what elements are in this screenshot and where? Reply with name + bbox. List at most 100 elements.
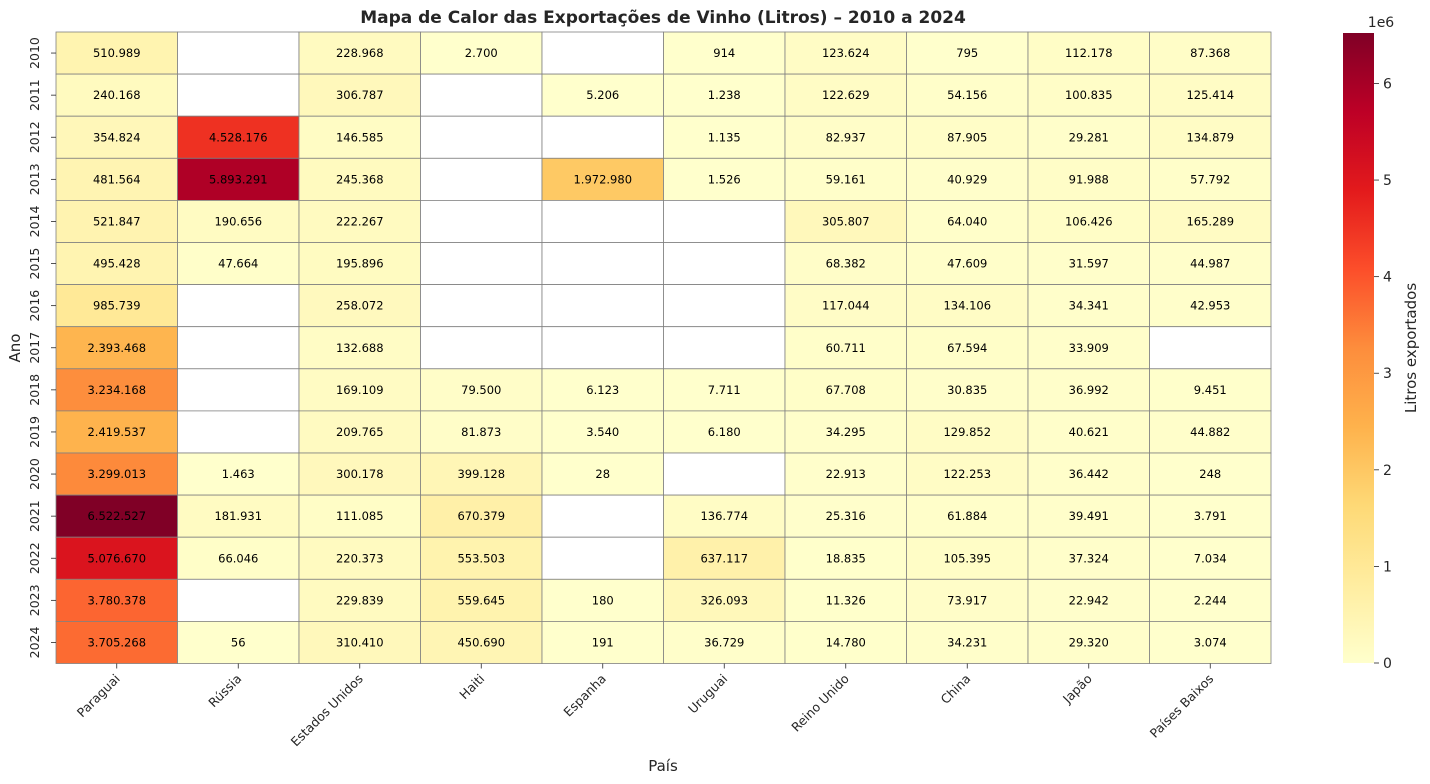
colorbar-tick-label: 5: [1383, 173, 1392, 189]
heatmap-cell: [784, 284, 907, 328]
cell-value-label: 123.624: [822, 46, 870, 60]
x-tick-label: Japão: [1059, 671, 1095, 707]
cell-value-label: 209.765: [336, 425, 384, 439]
heatmap-cell: [1149, 494, 1272, 538]
cell-value-label: 87.905: [947, 130, 987, 144]
y-tick-label: 2018: [27, 374, 42, 406]
heatmap-cell: [1027, 368, 1150, 412]
colorbar-tick-label: 0: [1383, 656, 1392, 672]
heatmap-cell: [906, 410, 1029, 454]
heatmap-cell: [298, 621, 421, 664]
x-tick-label: Estados Unidos: [288, 671, 366, 749]
heatmap-cell: [906, 494, 1029, 538]
heatmap-cell: [784, 326, 907, 370]
heatmap-cell: [541, 536, 664, 580]
heatmap-cell: [1027, 199, 1150, 243]
x-tick-label: Reino Unido: [788, 671, 852, 735]
heatmap-cell: [55, 536, 178, 580]
cell-value-label: 5.076.670: [87, 551, 146, 565]
cell-value-label: 354.824: [93, 130, 141, 144]
cell-value-label: 165.289: [1186, 214, 1234, 228]
heatmap-cell: [784, 73, 907, 117]
heatmap-cell: [1027, 284, 1150, 328]
heatmap-cell: [1027, 157, 1150, 201]
cell-value-label: 132.688: [336, 341, 384, 355]
cell-value-label: 60.711: [826, 341, 866, 355]
cell-value-label: 495.428: [93, 257, 141, 271]
x-tick-labels: Paraguai Rússia Estados Unidos Haiti Espanha…: [74, 663, 1216, 749]
cell-value-label: 6.522.527: [87, 509, 146, 523]
cell-value-label: 169.109: [336, 383, 384, 397]
heatmap-cell: [541, 115, 664, 159]
cell-value-label: 14.780: [826, 635, 866, 649]
heatmap-cell: [663, 284, 786, 328]
cell-value-label: 450.690: [457, 635, 505, 649]
heatmap-cell: [420, 326, 543, 370]
y-tick-labels: 2010 2011 2012 2013 2014 2015 2016 2017 2018 2019…: [27, 37, 56, 658]
cell-value-label: 34.341: [1069, 299, 1109, 313]
y-tick-label: 2022: [27, 542, 42, 574]
cell-value-label: 73.917: [947, 593, 987, 607]
cell-value-label: 6.123: [586, 383, 619, 397]
cell-value-label: 22.942: [1069, 593, 1109, 607]
cell-value-label: 37.324: [1069, 551, 1109, 565]
x-tick-label: Uruguai: [685, 671, 730, 716]
y-tick-label: 2023: [27, 584, 42, 616]
cell-value-label: 40.929: [947, 172, 987, 186]
cell-value-label: 44.882: [1190, 425, 1230, 439]
heatmap-cell: [1149, 157, 1272, 201]
heatmap-cell: [55, 494, 178, 538]
heatmap-cell: [663, 410, 786, 454]
cell-value-label: 67.708: [826, 383, 866, 397]
heatmap-cell: [1149, 115, 1272, 159]
cell-value-label: 3.540: [586, 425, 619, 439]
heatmap-cell: [784, 452, 907, 496]
cell-value-label: 3.074: [1194, 635, 1227, 649]
heatmap-cell: [906, 578, 1029, 622]
heatmap-cell: [177, 326, 300, 370]
cell-value-label: 521.847: [93, 214, 141, 228]
cell-value-label: 64.040: [947, 214, 987, 228]
heatmap-cell: [1149, 368, 1272, 412]
cell-annotations: 510.989 228.968 2.700 914 123.624 795 112.178 8…: [87, 46, 1234, 649]
cell-value-label: 795: [956, 46, 978, 60]
cell-value-label: 399.128: [457, 467, 505, 481]
heatmap-cell: [1027, 326, 1150, 370]
heatmap-cell: [663, 536, 786, 580]
heatmap-cell: [906, 157, 1029, 201]
cell-value-label: 54.156: [947, 88, 987, 102]
cell-value-label: 3.234.168: [87, 383, 146, 397]
cell-value-label: 180: [592, 593, 614, 607]
y-tick-label: 2021: [27, 500, 42, 532]
heatmap-cell: [1149, 621, 1272, 664]
heatmap-cell: [420, 452, 543, 496]
heatmap-cell: [177, 115, 300, 159]
cell-value-label: 240.168: [93, 88, 141, 102]
cell-value-label: 1.526: [708, 172, 741, 186]
y-tick-label: 2020: [27, 458, 42, 490]
heatmap-cell: [784, 157, 907, 201]
cell-value-label: 36.992: [1069, 383, 1109, 397]
heatmap-cell: [177, 494, 300, 538]
heatmap-cell: [298, 494, 421, 538]
cell-value-label: 106.426: [1065, 214, 1113, 228]
cell-value-label: 3.299.013: [87, 467, 146, 481]
heatmap-cell: [1027, 578, 1150, 622]
cell-value-label: 3.780.378: [87, 593, 146, 607]
cell-value-label: 47.609: [947, 257, 987, 271]
heatmap-cell: [541, 326, 664, 370]
x-tick-label: China: [938, 671, 974, 707]
cell-value-label: 306.787: [336, 88, 384, 102]
cell-value-label: 2.244: [1194, 593, 1227, 607]
heatmap-cell: [541, 494, 664, 538]
cell-value-label: 258.072: [336, 299, 384, 313]
heatmap-cell: [177, 410, 300, 454]
heatmap-cells: [55, 31, 1272, 664]
heatmap-cell: [1149, 452, 1272, 496]
heatmap-cell: [177, 536, 300, 580]
heatmap-cell: [906, 326, 1029, 370]
cell-value-label: 100.835: [1065, 88, 1113, 102]
heatmap-cell: [298, 73, 421, 117]
cell-value-label: 222.267: [336, 214, 384, 228]
cell-value-label: 79.500: [461, 383, 501, 397]
